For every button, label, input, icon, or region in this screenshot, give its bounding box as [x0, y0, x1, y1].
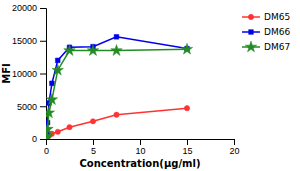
series-marker: [181, 43, 192, 54]
series-marker: [46, 94, 57, 105]
series-marker: [111, 45, 122, 56]
marks: [46, 34, 193, 139]
x-axis-title: Concentration(μg/ml): [80, 158, 201, 169]
legend: DM65 DM66 DM67: [242, 12, 290, 52]
y-tick-mark: [40, 41, 46, 42]
y-tick-label: 5000: [17, 102, 37, 112]
y-tick-label: 20000: [12, 3, 37, 13]
x-tick-mark: [140, 139, 141, 145]
x-tick-mark: [187, 139, 188, 145]
x-tick-mark: [234, 139, 235, 145]
series-marker: [64, 45, 75, 56]
x-tick-mark: [93, 139, 94, 145]
x-tick-label: 20: [229, 146, 239, 156]
x-tick: 15: [182, 139, 192, 156]
legend-item: DM66: [242, 27, 290, 37]
series-marker: [87, 45, 98, 56]
x-tick: 20: [229, 139, 239, 156]
series-marker: [55, 58, 60, 63]
series-marker: [50, 81, 55, 86]
y-tick: 15000: [12, 36, 46, 46]
y-axis-line: [40, 9, 47, 140]
x-tick: 0: [44, 139, 49, 156]
y-tick: 20000: [12, 3, 46, 13]
x-tick-label: 10: [135, 146, 145, 156]
legend-item: DM65: [242, 12, 290, 22]
series-marker: [46, 107, 55, 118]
y-axis: 0 5000 10000 15000 20000: [12, 3, 47, 144]
legend-marker: [249, 30, 254, 35]
x-axis: 0 5 10 15 20: [44, 139, 240, 156]
x-axis-line: [47, 140, 235, 146]
legend-label: DM65: [264, 12, 290, 22]
series-marker: [184, 106, 189, 111]
series-marker: [67, 125, 72, 130]
y-tick-label: 15000: [12, 36, 37, 46]
y-tick-mark: [40, 139, 46, 140]
y-tick-label: 0: [32, 134, 37, 144]
x-tick: 10: [135, 139, 145, 156]
series-line: [46, 37, 187, 137]
series-marker: [55, 129, 60, 134]
legend-item: DM67: [242, 41, 290, 52]
y-tick-mark: [40, 8, 46, 9]
y-tick: 10000: [12, 69, 46, 79]
series-line: [46, 49, 187, 138]
series-line: [46, 108, 187, 138]
y-tick-mark: [40, 106, 46, 107]
y-tick-mark: [40, 74, 46, 75]
x-tick: 5: [91, 139, 96, 156]
x-tick-label: 15: [182, 146, 192, 156]
series-marker: [52, 64, 63, 75]
series-marker: [114, 112, 119, 117]
legend-label: DM66: [264, 27, 290, 37]
legend-marker: [248, 14, 253, 19]
x-tick-label: 0: [44, 146, 49, 156]
legend-label: DM67: [264, 42, 290, 52]
series-marker: [46, 123, 53, 134]
plot: 0 5 10 15 20 0 5000 10000 15000 20000: [12, 3, 240, 156]
x-tick-label: 5: [91, 146, 96, 156]
y-tick: 5000: [17, 102, 46, 112]
chart: 0 5 10 15 20 0 5000 10000 15000 20000 Concentratio…: [0, 0, 300, 171]
legend-marker: [245, 41, 256, 52]
y-axis-title: MFI: [1, 63, 12, 84]
series-marker: [114, 34, 119, 39]
y-tick: 0: [32, 134, 46, 144]
y-tick-label: 10000: [12, 69, 37, 79]
series-marker: [90, 119, 95, 124]
